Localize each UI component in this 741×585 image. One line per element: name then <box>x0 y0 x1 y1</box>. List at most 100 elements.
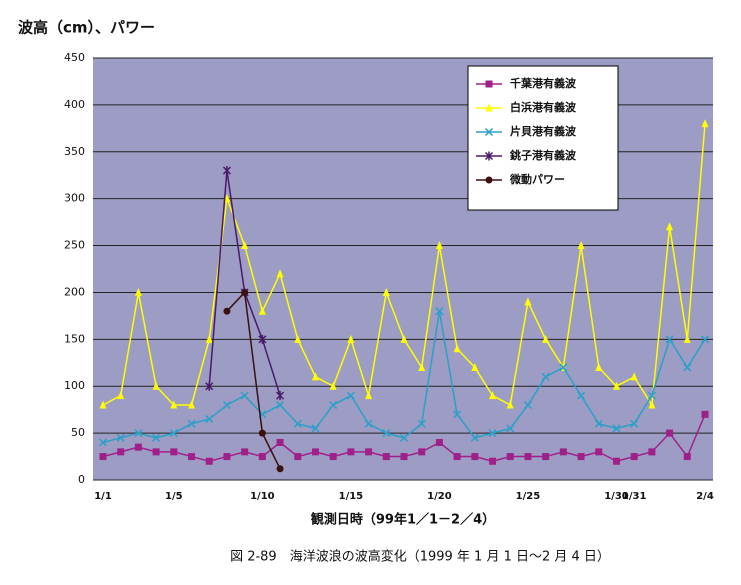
marker <box>647 391 656 400</box>
marker <box>258 334 267 344</box>
marker <box>612 424 621 433</box>
marker <box>169 429 178 438</box>
marker <box>276 438 284 446</box>
marker <box>311 372 319 381</box>
marker <box>364 419 373 428</box>
marker <box>205 415 214 424</box>
marker <box>222 400 231 410</box>
marker <box>524 297 532 306</box>
marker <box>471 453 479 461</box>
marker <box>134 287 142 296</box>
marker <box>276 465 284 473</box>
series <box>98 307 710 447</box>
marker <box>258 453 266 461</box>
marker <box>485 176 493 184</box>
marker <box>223 307 231 315</box>
marker <box>418 362 426 371</box>
marker <box>311 424 320 433</box>
marker <box>683 363 692 372</box>
marker <box>399 433 409 442</box>
marker <box>418 448 426 456</box>
marker <box>400 334 408 343</box>
marker <box>99 453 107 461</box>
marker <box>453 453 461 461</box>
marker <box>666 429 674 437</box>
x-tick-label: 1/31 <box>622 491 647 502</box>
marker <box>665 335 674 344</box>
marker <box>117 391 125 400</box>
marker <box>435 307 444 316</box>
marker <box>524 453 532 461</box>
marker <box>612 457 620 465</box>
marker <box>347 334 355 343</box>
marker <box>523 400 532 410</box>
marker <box>541 372 550 381</box>
marker <box>347 448 355 456</box>
marker <box>188 400 196 409</box>
marker <box>594 419 603 428</box>
marker <box>311 448 319 456</box>
x-tick-label: 1/15 <box>339 491 364 502</box>
marker <box>382 453 390 461</box>
marker <box>329 400 338 410</box>
marker <box>630 453 638 461</box>
marker <box>435 438 443 446</box>
x-tick-label: 1/1 <box>94 491 112 502</box>
y-tick-label: 300 <box>64 192 85 205</box>
marker <box>577 391 586 400</box>
marker <box>489 391 497 400</box>
marker <box>258 306 266 315</box>
legend-label: 銚子港有義波 <box>510 148 577 162</box>
marker <box>577 241 585 250</box>
legend-label: 白浜港有義波 <box>510 100 577 114</box>
marker <box>276 269 284 278</box>
x-tick-label: 1/30 <box>604 491 629 502</box>
marker <box>489 457 497 465</box>
series <box>99 410 709 465</box>
marker <box>485 80 493 88</box>
marker <box>294 453 302 461</box>
marker <box>666 222 674 231</box>
marker <box>595 362 603 371</box>
marker <box>170 448 178 456</box>
marker <box>99 400 107 409</box>
legend-label: 千葉港有義波 <box>510 76 577 90</box>
marker <box>116 433 125 442</box>
y-tick-label: 400 <box>64 98 85 111</box>
marker <box>222 166 231 176</box>
marker <box>205 381 214 391</box>
marker <box>630 419 639 428</box>
marker <box>258 429 266 437</box>
marker <box>329 381 337 390</box>
marker <box>559 363 568 372</box>
marker <box>542 334 550 343</box>
marker <box>152 448 160 456</box>
marker <box>471 362 479 371</box>
marker <box>152 433 161 442</box>
marker <box>506 424 515 433</box>
marker <box>170 400 178 409</box>
marker <box>134 443 142 451</box>
series <box>223 288 284 473</box>
marker <box>276 400 285 410</box>
marker <box>293 419 302 428</box>
marker <box>152 381 160 390</box>
marker <box>294 334 302 343</box>
marker <box>630 372 638 381</box>
y-tick-label: 350 <box>64 145 85 158</box>
marker <box>577 453 585 461</box>
x-tick-label: 1/10 <box>250 491 275 502</box>
marker <box>559 448 567 456</box>
marker <box>188 453 196 461</box>
caption: 図 2-89 海洋波浪の波高変化（1999 年 1 月 1 日～2 月 4 日） <box>230 549 610 565</box>
marker <box>701 410 709 418</box>
marker <box>134 429 143 438</box>
marker <box>485 103 493 112</box>
marker <box>683 453 691 461</box>
legend-label: 微動パワー <box>509 172 565 186</box>
marker <box>365 391 373 400</box>
marker <box>98 438 108 447</box>
marker <box>241 288 249 296</box>
marker <box>382 287 390 296</box>
